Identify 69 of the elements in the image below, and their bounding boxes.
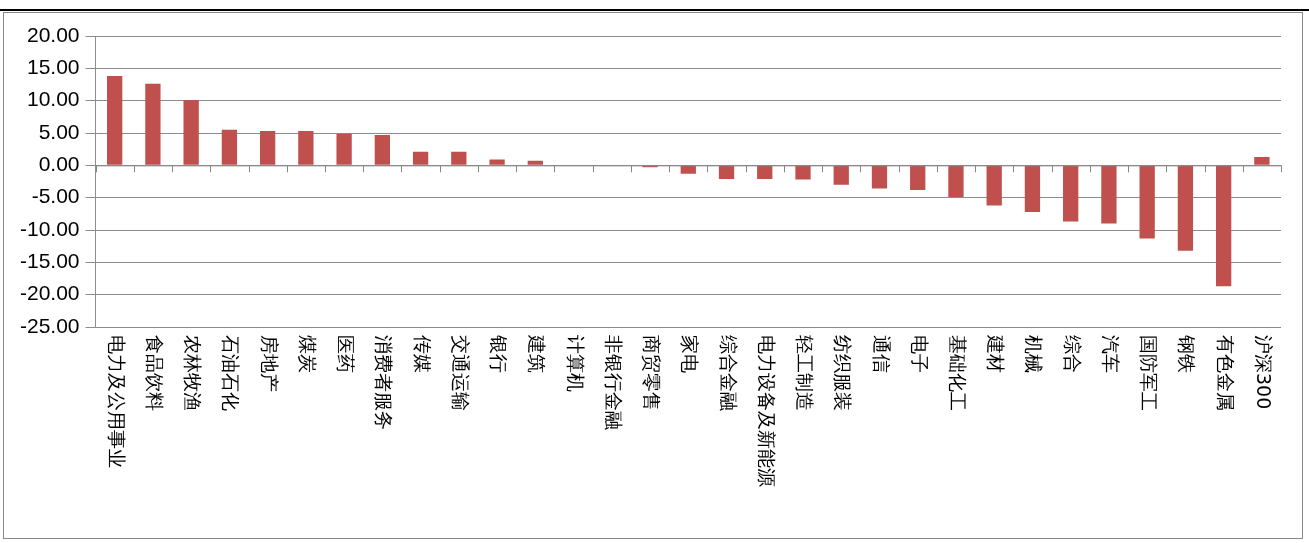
x-tick-label: 建材 [985, 334, 1008, 373]
y-tick-label: -15.00 [20, 249, 80, 273]
bar [986, 165, 1002, 206]
x-tick-label: 商贸零售 [641, 335, 664, 411]
y-tick-label: -25.00 [20, 313, 80, 337]
bar [221, 129, 238, 165]
bar [298, 131, 314, 165]
y-tick-label: -5.00 [31, 184, 80, 208]
y-tick-label: -10.00 [20, 216, 80, 240]
bar [1139, 165, 1155, 239]
bar [145, 83, 161, 165]
bar [757, 165, 773, 179]
bar [1215, 165, 1232, 287]
bar [871, 165, 888, 189]
x-tick-label: 建筑 [526, 334, 549, 373]
x-tick-label: 综合金融 [717, 335, 740, 411]
bar [374, 134, 390, 165]
bar [795, 165, 811, 180]
x-tick-label: 国防军工 [1138, 335, 1161, 411]
y-tick-label: 15.00 [26, 55, 80, 79]
x-tick-label: 轻工制造 [794, 335, 817, 411]
x-tick-label: 电子 [908, 335, 931, 373]
bar [910, 165, 926, 190]
x-tick-label: 消费者服务 [373, 335, 396, 430]
x-tick-label: 电力设备及新能源 [755, 335, 778, 487]
x-tick-label: 传媒 [411, 335, 434, 373]
bar [1177, 165, 1194, 251]
bar [183, 100, 199, 165]
y-tick-label: 10.00 [26, 87, 80, 111]
x-tick-label: 汽车 [1099, 335, 1122, 373]
x-tick-label: 房地产 [258, 335, 281, 392]
bar [680, 165, 696, 174]
bar [718, 165, 735, 179]
bar [1101, 165, 1117, 224]
bar [1063, 165, 1079, 222]
bar [259, 131, 276, 165]
bar [527, 160, 543, 165]
bar [948, 165, 964, 198]
x-tick-label: 非银行金融 [602, 335, 625, 430]
x-tick-label: 钢铁 [1176, 334, 1199, 373]
y-tick-label: -20.00 [20, 281, 80, 305]
x-tick-label: 交通运输 [449, 335, 472, 411]
x-tick-label: 煤炭 [296, 335, 319, 373]
bar [489, 159, 505, 165]
x-tick-label: 家电 [679, 335, 702, 373]
bar [336, 133, 352, 165]
x-tick-label: 机械 [1023, 335, 1046, 373]
x-tick-label: 银行 [488, 334, 511, 373]
x-tick-label: 医药 [335, 335, 358, 373]
x-tick-label: 有色金属 [1214, 335, 1237, 411]
x-tick-label: 电力及公用事业 [105, 335, 128, 468]
x-tick-label: 沪深300 [1252, 335, 1275, 410]
bar [1254, 156, 1270, 165]
y-tick-label: 20.00 [26, 22, 80, 46]
bar [107, 76, 123, 165]
bar [412, 151, 429, 165]
x-tick-label: 纺织服装 [832, 335, 855, 411]
x-tick-label: 基础化工 [947, 335, 970, 411]
x-tick-label: 通信 [870, 335, 893, 373]
x-tick-label: 计算机 [564, 335, 587, 392]
bar [451, 151, 467, 165]
y-tick-label: 0.00 [38, 152, 80, 176]
bar [1024, 165, 1041, 212]
x-tick-label: 综合 [1061, 335, 1084, 373]
x-tick-label: 石油石化 [220, 335, 243, 411]
bar [833, 165, 849, 185]
x-tick-label: 农林牧渔 [182, 335, 205, 411]
x-tick-label: 食品饮料 [143, 335, 166, 411]
y-tick-label: 5.00 [38, 119, 80, 143]
